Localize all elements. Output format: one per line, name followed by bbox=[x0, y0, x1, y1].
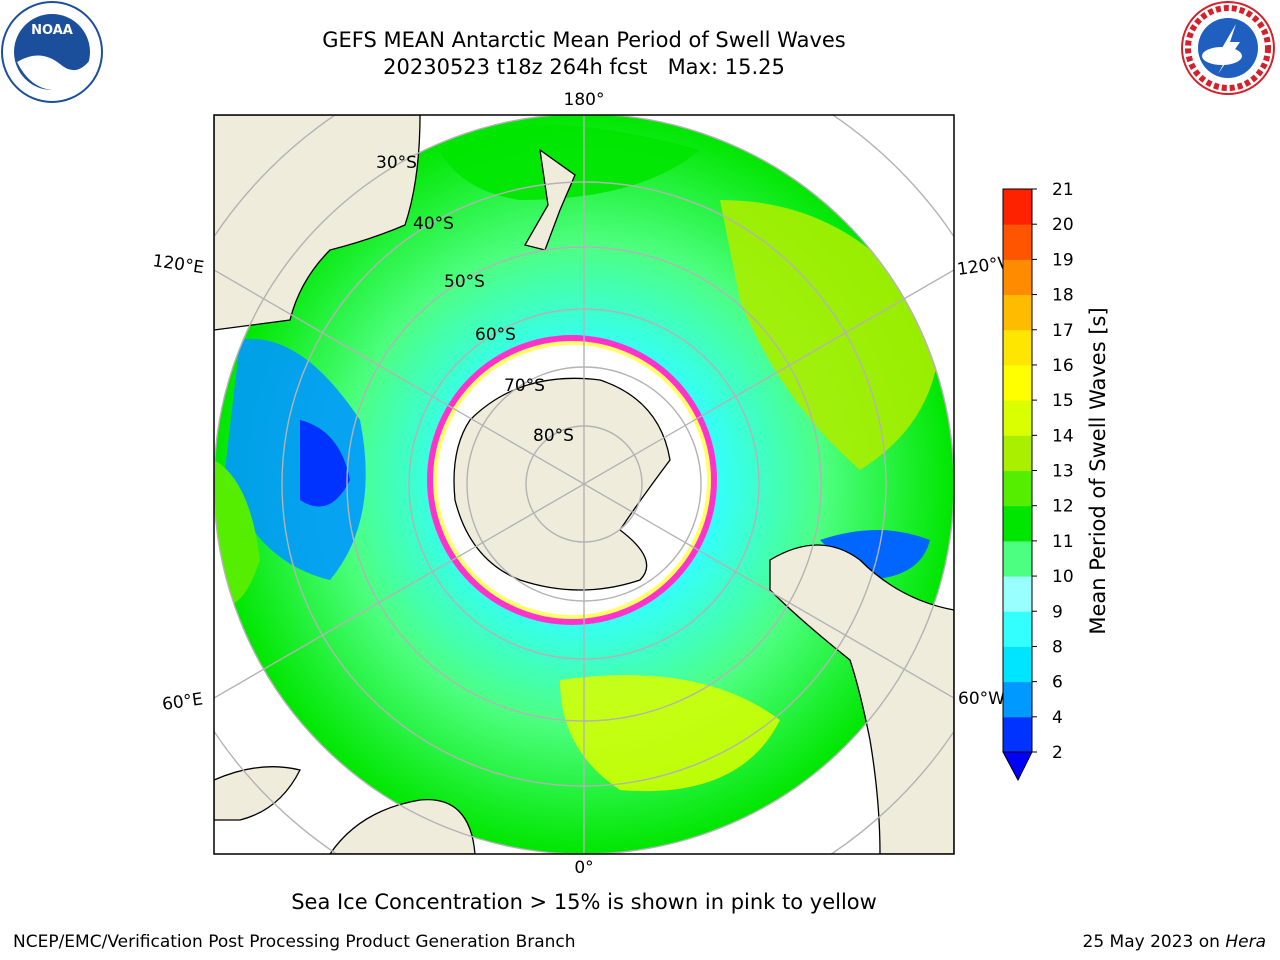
colorbar-bin bbox=[1003, 576, 1032, 612]
footer-date: 25 May 2023 on Hera bbox=[1083, 932, 1267, 952]
colorbar-tick-label: 10 bbox=[1052, 567, 1074, 587]
colorbar-bin bbox=[1003, 470, 1032, 507]
colorbar-tick-label: 21 bbox=[1052, 180, 1074, 200]
colorbar-bin bbox=[1003, 611, 1032, 647]
colorbar-tick-label: 19 bbox=[1052, 250, 1074, 270]
noaa-logo-text: NOAA bbox=[31, 23, 73, 38]
map-frame bbox=[213, 114, 955, 855]
antarctica bbox=[453, 377, 671, 591]
colorbar-tick-label: 12 bbox=[1052, 497, 1074, 517]
colorbar-bin bbox=[1003, 505, 1032, 542]
colorbar-bin bbox=[1003, 646, 1032, 683]
parallel-label-80s: 80°S bbox=[533, 426, 574, 446]
colorbar-bin bbox=[1003, 189, 1032, 225]
colorbar-tick-label: 11 bbox=[1052, 532, 1074, 552]
map-title: GEFS MEAN Antarctic Mean Period of Swell… bbox=[322, 28, 846, 52]
parallel-label-70s: 70°S bbox=[504, 376, 545, 396]
colorbar-bin bbox=[1003, 716, 1032, 753]
parallel-label-50s: 50°S bbox=[444, 272, 485, 292]
meridian-label-180: 180° bbox=[564, 90, 605, 110]
meridian-label-60w: 60°W bbox=[958, 689, 1005, 709]
footer-date-text: 25 May 2023 on bbox=[1082, 932, 1226, 952]
colorbar-tick-label: 18 bbox=[1052, 286, 1074, 306]
colorbar-tick-label: 4 bbox=[1052, 708, 1063, 728]
colorbar-tick-label: 6 bbox=[1052, 673, 1063, 693]
map-subtitle: 20230523 t18z 264h fcst Max: 15.25 bbox=[383, 55, 785, 79]
colorbar-extend-below bbox=[1002, 751, 1033, 782]
colorbar-tick-label: 2 bbox=[1052, 743, 1063, 763]
colorbar-bin bbox=[1003, 435, 1032, 471]
graticule bbox=[214, 115, 954, 854]
meridian-label-120e: 120°E bbox=[151, 251, 205, 278]
colorbar-bin bbox=[1003, 259, 1032, 296]
colorbar-bin bbox=[1003, 364, 1032, 401]
meridian-label-0: 0° bbox=[574, 858, 593, 878]
colorbar-tick-label: 20 bbox=[1052, 215, 1074, 235]
colorbar-tick-label: 8 bbox=[1052, 637, 1063, 657]
noaa-logo-icon: NOAA bbox=[1, 1, 103, 103]
colorbar-bin bbox=[1003, 294, 1032, 331]
colorbar-tick-label: 15 bbox=[1052, 391, 1074, 411]
colorbar-tick-label: 16 bbox=[1052, 356, 1074, 376]
nws-logo-icon bbox=[1181, 1, 1275, 95]
colorbar-bin bbox=[1003, 681, 1032, 718]
colorbar-tick-label: 13 bbox=[1052, 462, 1074, 482]
sea-ice-note: Sea Ice Concentration > 15% is shown in … bbox=[291, 890, 877, 914]
colorbar-bin bbox=[1003, 540, 1032, 577]
polar-map bbox=[214, 115, 954, 854]
footer-host: Hera bbox=[1225, 932, 1266, 952]
parallel-label-60s: 60°S bbox=[475, 325, 516, 345]
colorbar: 2 4 6 8 9 10 11 12 13 14 15 16 17 18 19 20 21 Mean Perio… bbox=[1002, 180, 1110, 782]
colorbar-tick-label: 14 bbox=[1052, 426, 1074, 446]
land-masses bbox=[214, 115, 954, 854]
parallel-label-30s: 30°S bbox=[376, 153, 417, 173]
meridian-label-60e: 60°E bbox=[161, 689, 204, 714]
footer-credit: NCEP/EMC/Verification Post Processing Pr… bbox=[13, 932, 576, 952]
colorbar-tick-label: 17 bbox=[1052, 321, 1074, 341]
colorbar-bin bbox=[1003, 400, 1032, 436]
colorbar-label: Mean Period of Swell Waves [s] bbox=[1086, 307, 1110, 634]
colorbar-bin bbox=[1003, 329, 1032, 366]
colorbar-bin bbox=[1003, 224, 1032, 260]
colorbar-tick-label: 9 bbox=[1052, 602, 1063, 622]
parallel-label-40s: 40°S bbox=[413, 214, 454, 234]
